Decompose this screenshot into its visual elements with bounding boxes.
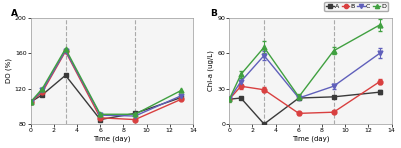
Text: B: B (210, 9, 217, 18)
Legend: A, B, C, D: A, B, C, D (324, 2, 389, 11)
Y-axis label: DO (%): DO (%) (6, 58, 12, 83)
Y-axis label: Chl-a (ug/L): Chl-a (ug/L) (208, 50, 215, 91)
Text: A: A (11, 9, 18, 18)
X-axis label: Time (day): Time (day) (292, 136, 329, 142)
X-axis label: Time (day): Time (day) (93, 136, 131, 142)
